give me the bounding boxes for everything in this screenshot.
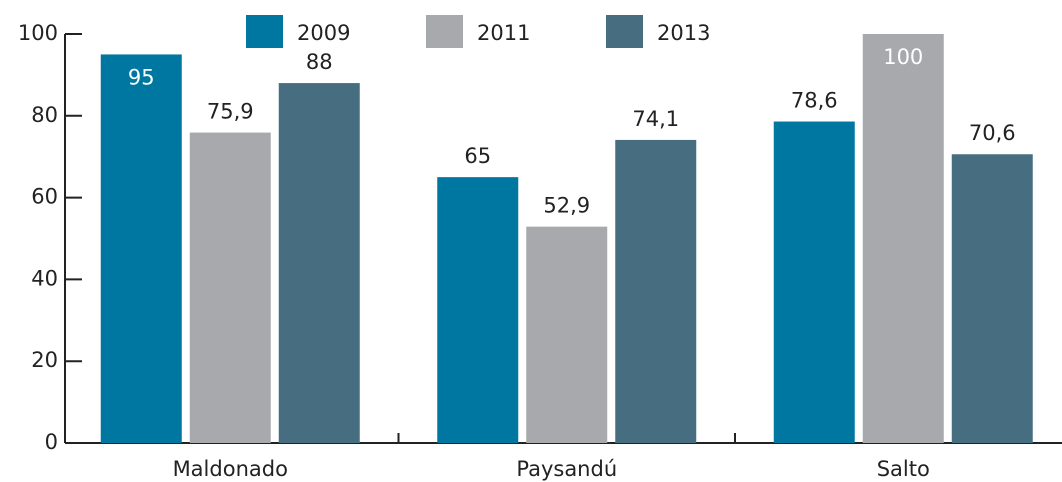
bar xyxy=(862,34,944,443)
bar xyxy=(437,177,519,443)
y-tick-label: 20 xyxy=(31,348,58,372)
legend-swatch xyxy=(246,15,283,48)
y-tick-label: 40 xyxy=(31,266,58,290)
x-tick-label: Paysandú xyxy=(516,457,617,481)
y-tick-label: 100 xyxy=(18,21,58,45)
x-tick-label: Maldonado xyxy=(173,457,288,481)
bar xyxy=(951,154,1033,443)
bar xyxy=(615,139,697,443)
value-label: 88 xyxy=(306,50,333,74)
value-label: 95 xyxy=(128,65,155,89)
legend-label: 2013 xyxy=(657,21,710,45)
legend-swatch xyxy=(426,15,463,48)
y-tick-label: 80 xyxy=(31,103,58,127)
bar xyxy=(773,121,855,443)
value-label: 100 xyxy=(883,45,923,69)
legend-label: 2009 xyxy=(297,21,350,45)
value-label: 70,6 xyxy=(969,121,1016,145)
value-label: 74,1 xyxy=(632,107,679,131)
y-tick-label: 60 xyxy=(31,185,58,209)
bar xyxy=(189,132,271,443)
value-label: 78,6 xyxy=(791,89,838,113)
y-tick-label: 0 xyxy=(45,430,58,454)
value-label: 65 xyxy=(464,144,491,168)
legend-swatch xyxy=(606,15,643,48)
bar xyxy=(278,83,360,443)
bar xyxy=(526,226,608,443)
value-label: 75,9 xyxy=(207,100,254,124)
bar xyxy=(100,54,182,443)
value-label: 52,9 xyxy=(543,194,590,218)
legend-label: 2011 xyxy=(477,21,530,45)
x-tick-label: Salto xyxy=(877,457,930,481)
